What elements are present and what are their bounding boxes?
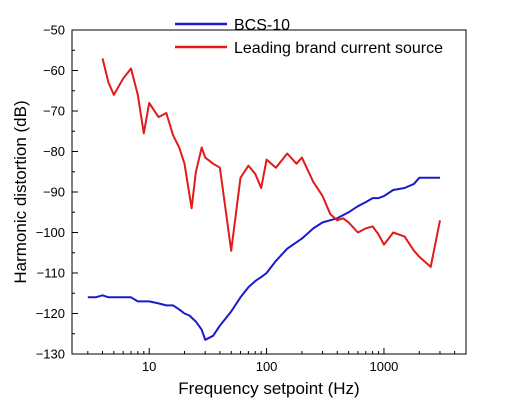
- x-tick-label: 10: [142, 359, 156, 374]
- y-axis: −130 −120 −110 −100 −90 −80 −70 −60 −50: [36, 23, 78, 362]
- x-tick-label: 1000: [369, 359, 398, 374]
- plot-area: [87, 58, 441, 341]
- plot-frame: [71, 29, 467, 355]
- series-line-bcs-10: [87, 176, 440, 341]
- y-tick-label: −70: [43, 104, 65, 119]
- x-axis: 10 100 1000: [87, 348, 467, 374]
- y-tick-label: −100: [36, 225, 65, 240]
- y-tick-label: −50: [43, 23, 65, 38]
- legend-label-bcs-10: BCS-10: [234, 17, 290, 34]
- y-tick-label: −60: [43, 63, 65, 78]
- legend-label-leading-brand: Leading brand current source: [234, 40, 443, 57]
- x-axis-title: Frequency setpoint (Hz): [178, 379, 359, 398]
- y-axis-title: Harmonic distortion (dB): [11, 100, 30, 283]
- legend: BCS-10 Leading brand current source: [175, 17, 443, 57]
- series-line-leading-brand: [101, 58, 441, 268]
- y-tick-label: −110: [37, 266, 65, 281]
- y-tick-label: −120: [36, 306, 65, 321]
- x-tick-label: 100: [256, 359, 278, 374]
- y-tick-label: −80: [43, 144, 65, 159]
- y-tick-label: −90: [43, 185, 65, 200]
- y-tick-label: −130: [36, 347, 65, 362]
